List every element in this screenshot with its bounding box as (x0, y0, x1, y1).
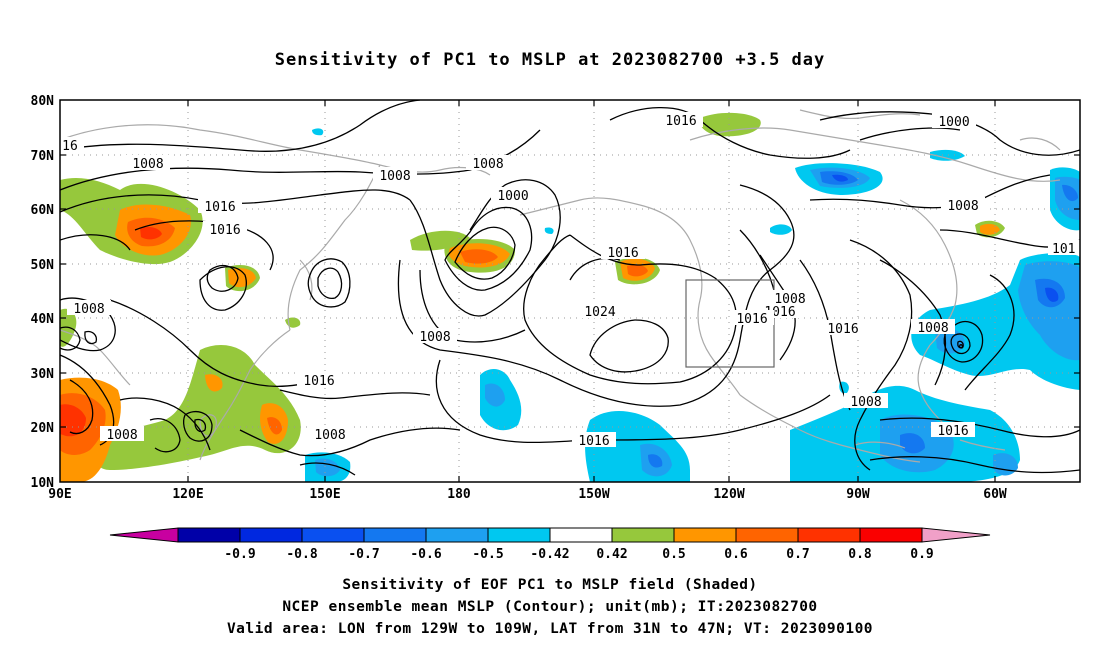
lat-lon-grid (60, 100, 1080, 482)
contour-label: 101 (1052, 242, 1075, 257)
contour-label: 1008 (419, 330, 450, 345)
lon-tick-label: 180 (447, 487, 471, 502)
contour-labels: 1008 1016 1000 1024 1016 1008 1016 1000 … (58, 112, 1084, 449)
contour-label: 1024 (584, 305, 615, 320)
lon-tick-label: 60W (983, 487, 1007, 502)
lon-tick-label: 120W (713, 487, 744, 502)
lat-tick-label: 70N (31, 149, 55, 164)
contour-label: 1000 (938, 115, 969, 130)
colorbar-label: -0.9 (224, 547, 255, 562)
colorbar-cell (735, 527, 799, 543)
caption-line-2: NCEP ensemble mean MSLP (Contour); unit(… (282, 599, 818, 615)
colorbar-cell (611, 527, 675, 543)
colorbar-label: -0.42 (530, 547, 569, 562)
colorbar-cell (239, 527, 303, 543)
colorbar-end-low (109, 527, 179, 543)
lon-tick-label: 90E (48, 487, 71, 502)
lon-tick-label: 150W (578, 487, 609, 502)
contour-label: 1016 (204, 200, 235, 215)
colorbar-label: -0.5 (472, 547, 503, 562)
contour-label: 1008 (73, 302, 104, 317)
lat-tick-label: 50N (31, 258, 55, 273)
colorbar-label: -0.7 (348, 547, 379, 562)
colorbar: -0.9 -0.8 -0.7 -0.6 -0.5 -0.42 0.42 0.5 0.6 0.7 0.… (109, 527, 991, 562)
lat-tick-label: 80N (31, 94, 55, 109)
colorbar-end-high (921, 527, 991, 543)
lat-tick-label: 30N (31, 367, 55, 382)
colorbar-label: 0.8 (848, 547, 872, 562)
lat-tick-labels: 80N 70N 60N 50N 40N 30N 20N 10N (31, 94, 55, 491)
colorbar-label: 0.9 (910, 547, 933, 562)
contour-label: 1008 (314, 428, 345, 443)
colorbar-label: 0.6 (724, 547, 748, 562)
lat-tick-label: 60N (31, 203, 55, 218)
contour-label: 1016 (607, 246, 638, 261)
caption-line-3: Valid area: LON from 129W to 109W, LAT f… (226, 621, 874, 637)
colorbar-cell (487, 527, 551, 543)
colorbar-cell (301, 527, 365, 543)
contour-label: 1016 (209, 223, 240, 238)
colorbar-label: 0.5 (662, 547, 685, 562)
contour-label: 1008 (850, 395, 881, 410)
contour-label: 1016 (827, 322, 858, 337)
lat-tick-label: 20N (31, 421, 55, 436)
contour-label: 1008 (106, 428, 137, 443)
contour-label: 1000 (497, 189, 528, 204)
contour-label: 1008 (917, 321, 948, 336)
caption-line-1: Sensitivity of EOF PC1 to MSLP field (Sh… (342, 577, 758, 593)
contour-label: 1008 (379, 169, 410, 184)
colorbar-cell (177, 527, 241, 543)
lon-tick-label: 150E (309, 487, 340, 502)
contour-label: 1008 (947, 199, 978, 214)
contour-label: 1008 (472, 157, 503, 172)
colorbar-cell (549, 527, 613, 543)
contour-label: 1016 (578, 434, 609, 449)
contour-label: 1016 (665, 114, 696, 129)
map-title: Sensitivity of PC1 to MSLP at 2023082700… (274, 50, 826, 70)
contour-label: 1016 (303, 374, 334, 389)
colorbar-cell (363, 527, 427, 543)
lon-tick-label: 120E (172, 487, 203, 502)
map-frame (59, 99, 1081, 483)
colorbar-label: -0.8 (286, 547, 317, 562)
colorbar-cell (673, 527, 737, 543)
colorbar-label: 0.42 (596, 547, 627, 562)
frame-ticks (60, 100, 1080, 482)
colorbar-cell (859, 527, 923, 543)
contour-label: 1016 (937, 424, 968, 439)
caption: Sensitivity of EOF PC1 to MSLP field (Sh… (0, 574, 1100, 640)
colorbar-cell (425, 527, 489, 543)
lat-tick-label: 10N (31, 476, 55, 491)
contour-label: 1016 (736, 312, 767, 327)
lon-tick-labels: 90E 120E 150E 180 150W 120W 90W 60W (48, 487, 1007, 502)
contour-label: 1008 (132, 157, 163, 172)
colorbar-label: 0.7 (786, 547, 809, 562)
colorbar-label: -0.6 (410, 547, 441, 562)
contour-label: 16 (62, 139, 78, 154)
colorbar-cell (797, 527, 861, 543)
lon-tick-label: 90W (846, 487, 870, 502)
lat-tick-label: 40N (31, 312, 55, 327)
sensitivity-shading (60, 112, 1080, 482)
